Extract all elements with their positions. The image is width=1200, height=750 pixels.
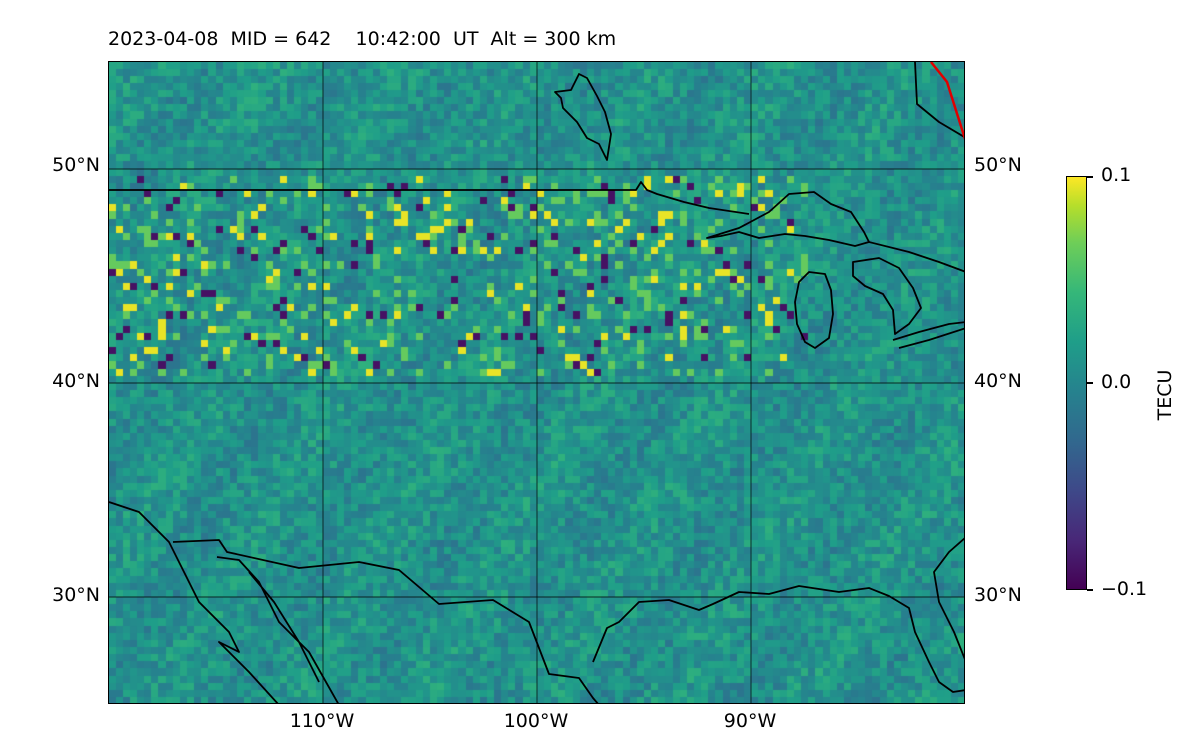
coastlines	[109, 62, 964, 703]
baja-california	[216, 556, 339, 703]
us-canada-border	[109, 181, 750, 215]
lat-label-30n-right: 30°N	[974, 584, 1022, 606]
lake-erie-ontario	[892, 321, 964, 349]
lon-label-90w: 90°W	[723, 710, 777, 732]
colorbar	[1066, 176, 1087, 590]
colorbar-tick-mid	[1087, 382, 1093, 384]
map-title: 2023-04-08 MID = 642 10:42:00 UT Alt = 3…	[108, 28, 617, 50]
colorbar-tick-label-min: −0.1	[1101, 578, 1148, 600]
pacific-coast	[109, 501, 279, 703]
colorbar-label: TECU	[1154, 369, 1176, 421]
lon-label-100w: 100°W	[503, 710, 569, 732]
tec-map	[108, 61, 965, 704]
lake-huron	[852, 257, 922, 335]
atlantic-coast	[933, 537, 964, 660]
colorbar-tick-top	[1087, 176, 1093, 178]
colorbar-tick-label-max: 0.1	[1101, 164, 1132, 186]
lat-label-50n-right: 50°N	[974, 154, 1022, 176]
lake-michigan	[794, 271, 834, 349]
canada-shore	[868, 241, 964, 273]
colorbar-tick-bottom	[1087, 589, 1093, 591]
lat-label-40n-left: 40°N	[52, 370, 100, 392]
colorbar-tick-label-zero: 0.0	[1101, 371, 1132, 393]
northeast-coast	[914, 62, 964, 138]
map-overlay	[109, 62, 964, 703]
lake-superior	[706, 191, 870, 247]
gulf-coast	[592, 585, 964, 693]
solar-terminator	[930, 62, 964, 140]
hudson-bay-island	[554, 73, 612, 161]
lat-label-50n-left: 50°N	[52, 154, 100, 176]
lon-label-110w: 110°W	[289, 710, 355, 732]
us-mexico-border	[172, 539, 599, 703]
lat-label-30n-left: 30°N	[52, 584, 100, 606]
lat-label-40n-right: 40°N	[974, 370, 1022, 392]
gridlines	[109, 62, 964, 703]
